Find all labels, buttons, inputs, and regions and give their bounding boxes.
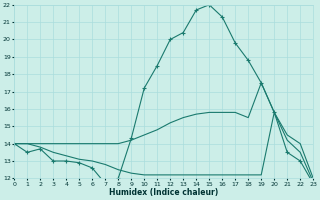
X-axis label: Humidex (Indice chaleur): Humidex (Indice chaleur) — [109, 188, 218, 197]
